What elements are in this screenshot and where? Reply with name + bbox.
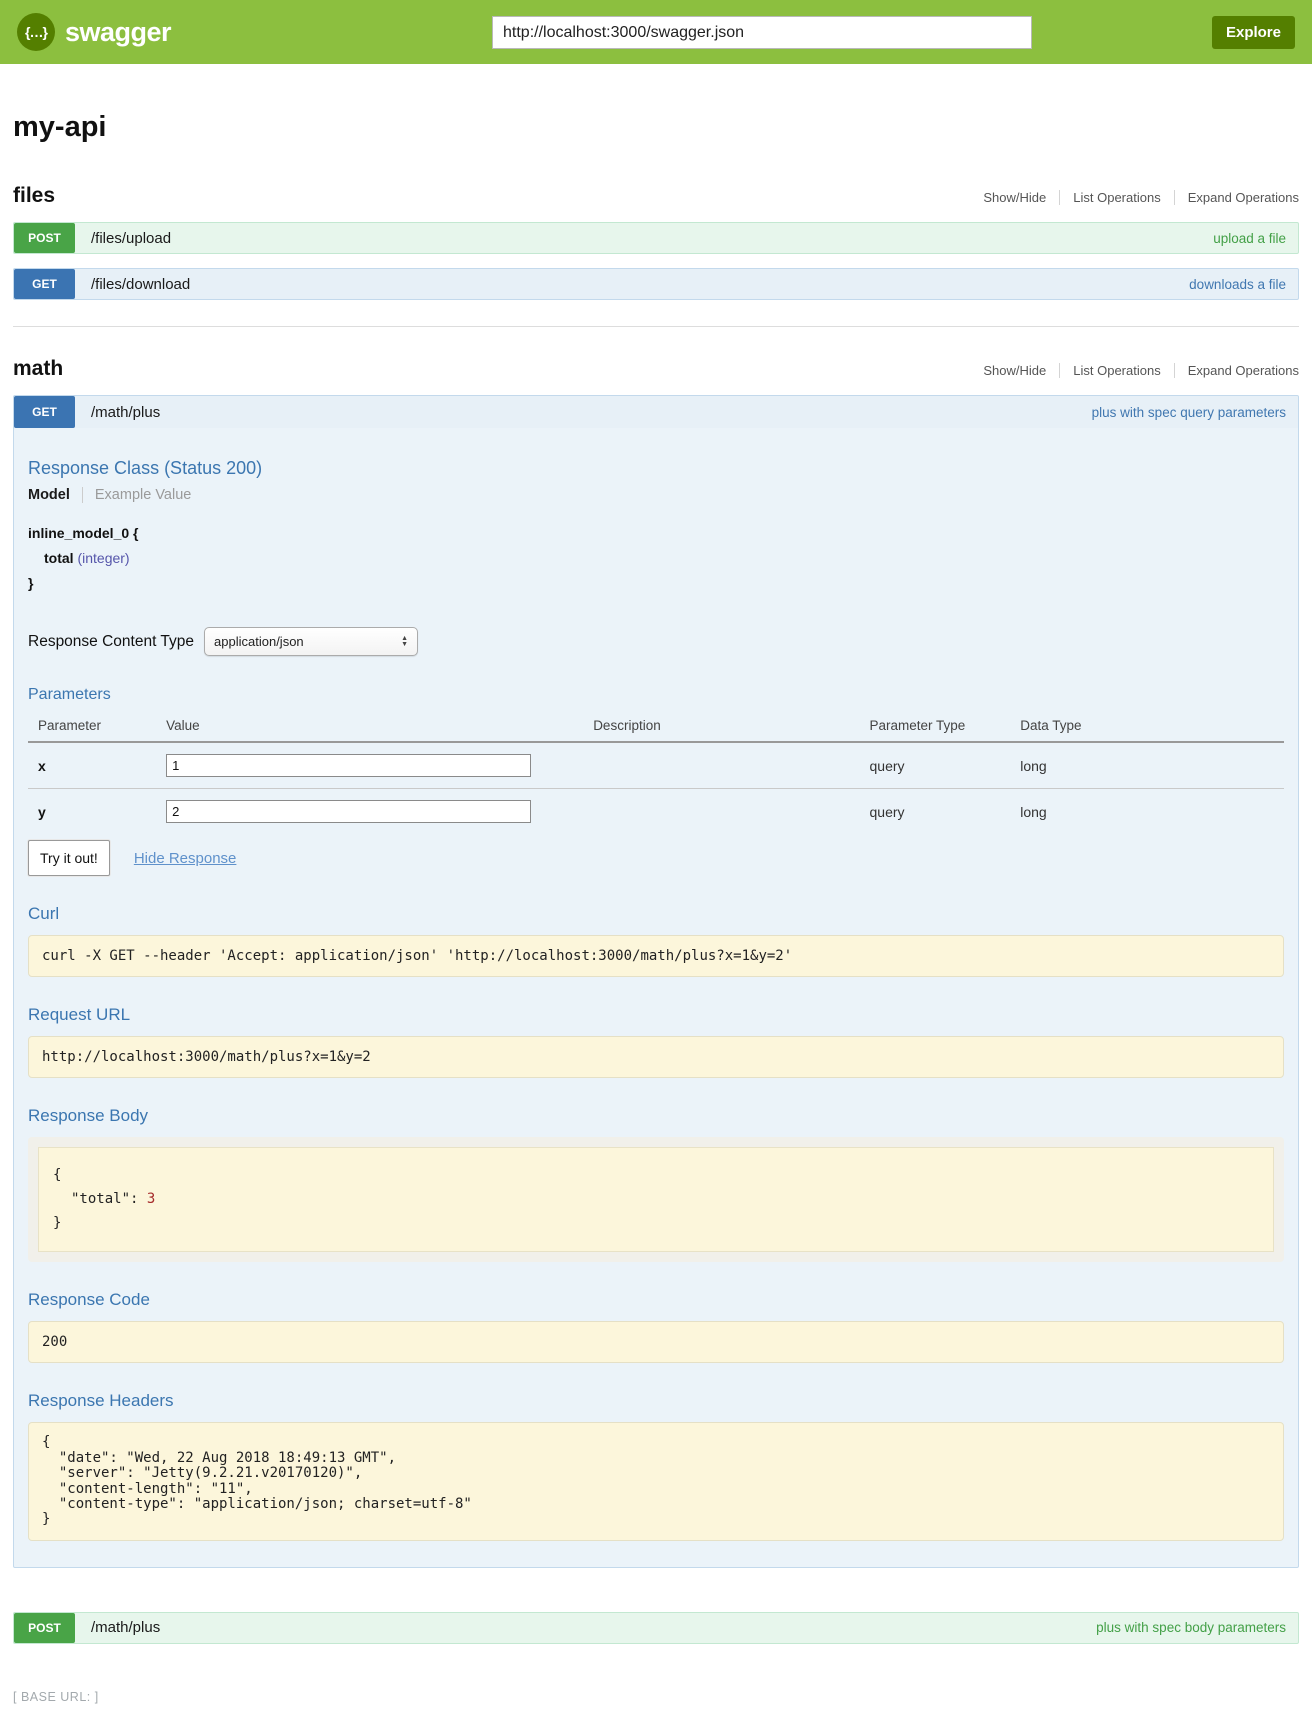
operation-path-link[interactable]: /math/plus [91,1619,161,1637]
param-data-type: long [1020,788,1284,834]
response-headers-block: { "date": "Wed, 22 Aug 2018 18:49:13 GMT… [28,1422,1284,1541]
get-method-badge[interactable]: GET [14,396,75,428]
json-key: "total": [71,1190,139,1207]
operation-summary-link[interactable]: plus with spec query parameters [1091,404,1286,420]
operation-summary-link[interactable]: downloads a file [1189,276,1286,292]
parameters-table: Parameter Value Description Parameter Ty… [28,712,1284,834]
api-title: my-api [13,111,107,143]
math-section-title[interactable]: math [13,357,64,380]
selected-content-type: application/json [214,634,304,649]
get-method-badge[interactable]: GET [14,269,75,299]
column-header-data-type: Data Type [1020,712,1284,743]
response-content-type-label: Response Content Type [28,632,195,650]
base-url-footer: [ BASE URL: ] [13,1689,99,1704]
operation-get-files-download[interactable]: GET /files/download downloads a file [13,268,1299,300]
operation-path-link[interactable]: /files/upload [91,229,172,247]
files-section-title[interactable]: files [13,184,56,207]
model-open: inline_model_0 { [28,525,139,541]
param-name: y [28,788,167,834]
response-body-container: { "total": 3 } [28,1137,1284,1263]
math-section-controls: Show/Hide List Operations Expand Operati… [970,363,1299,378]
math-list-operations-link[interactable]: List Operations [1059,363,1173,378]
main-content: my-api files Show/Hide List Operations E… [0,111,1312,1704]
response-content-type-row: Response Content Type application/json ▲… [28,627,1284,656]
json-total-line: "total": 3 [71,1188,1259,1212]
param-name: x [38,757,46,774]
curl-command-block: curl -X GET --header 'Accept: applicatio… [28,935,1284,977]
operation-get-math-plus-heading[interactable]: GET /math/plus plus with spec query para… [14,396,1298,428]
json-close-brace: } [53,1214,62,1231]
param-description [593,742,869,789]
try-it-out-button[interactable]: Try it out! [28,840,110,876]
hide-response-link[interactable]: Hide Response [133,849,237,867]
column-header-value: Value [166,712,594,743]
post-method-badge[interactable]: POST [14,1612,75,1643]
operation-post-files-upload[interactable]: POST /files/upload upload a file [13,222,1299,254]
operation-post-math-plus[interactable]: POST /math/plus plus with spec body para… [13,1611,1299,1644]
operation-get-math-plus-expanded: GET /math/plus plus with spec query para… [13,395,1299,1568]
response-headers-json: { "date": "Wed, 22 Aug 2018 18:49:13 GMT… [42,1434,472,1528]
response-code-title: Response Code [28,1290,150,1310]
select-arrows-icon: ▲ ▼ [401,634,409,648]
top-navbar: {…} swagger Explore [0,0,1312,64]
swagger-logo-icon: {…} [17,13,55,51]
operation-detail-content: Response Class (Status 200) Model Exampl… [14,428,1298,1567]
param-description [593,788,870,834]
json-value: 3 [146,1190,156,1207]
files-section-header: files Show/Hide List Operations Expand O… [13,184,1299,208]
param-x-input[interactable] [166,754,532,777]
math-show-hide-link[interactable]: Show/Hide [983,363,1047,378]
tab-model[interactable]: Model [28,487,70,503]
math-expand-operations-link[interactable]: Expand Operations [1173,363,1299,378]
model-property: total (integer) [44,550,1284,566]
files-section-controls: Show/Hide List Operations Expand Operati… [970,190,1299,205]
operation-path-link[interactable]: /math/plus [91,403,161,421]
model-close: } [28,575,34,591]
files-list-operations-link[interactable]: List Operations [1059,190,1173,205]
operation-path-link[interactable]: /files/download [91,275,191,293]
response-headers-title: Response Headers [28,1391,174,1411]
model-signature: inline_model_0 { total (integer) } [28,525,1284,591]
section-divider [13,326,1299,327]
response-content-type-select[interactable]: application/json ▲ ▼ [204,627,419,656]
response-body-json: { "total": 3 } [38,1147,1274,1253]
model-property-type: (integer) [77,550,130,566]
operation-summary-link[interactable]: upload a file [1213,230,1286,246]
math-section-header: math Show/Hide List Operations Expand Op… [13,357,1299,381]
model-property-name: total [44,550,74,566]
column-header-description: Description [593,712,870,743]
try-it-out-row: Try it out! Hide Response [28,840,1284,876]
response-body-title: Response Body [28,1106,149,1125]
column-header-parameter-type: Parameter Type [869,712,1021,743]
table-row: x query long [28,742,1284,789]
request-url-title: Request URL [28,1005,131,1024]
param-data-type: long [1020,757,1047,774]
json-open-brace: { [53,1167,62,1183]
response-class-title: Response Class (Status 200) [28,458,263,478]
response-code-block: 200 [28,1321,1284,1364]
swagger-logo[interactable]: {…} swagger [17,13,172,51]
tab-example-value[interactable]: Example Value [81,487,191,503]
model-tabs: Model Example Value [28,487,1284,503]
files-show-hide-link[interactable]: Show/Hide [983,190,1047,205]
explore-button[interactable]: Explore [1211,15,1295,49]
post-method-badge[interactable]: POST [14,223,75,253]
param-y-input[interactable] [166,800,532,823]
spec-url-input[interactable] [492,16,1032,49]
param-type: query [869,757,905,774]
request-url-block: http://localhost:3000/math/plus?x=1&y=2 [28,1036,1284,1078]
swagger-logo-text: swagger [65,16,172,47]
column-header-parameter: Parameter [28,712,167,743]
curl-title: Curl [28,904,60,923]
files-expand-operations-link[interactable]: Expand Operations [1173,190,1299,205]
operation-summary-link[interactable]: plus with spec body parameters [1096,1620,1286,1636]
parameters-title: Parameters [28,686,111,703]
table-row: y query long [28,788,1284,834]
param-type: query [869,788,1021,834]
